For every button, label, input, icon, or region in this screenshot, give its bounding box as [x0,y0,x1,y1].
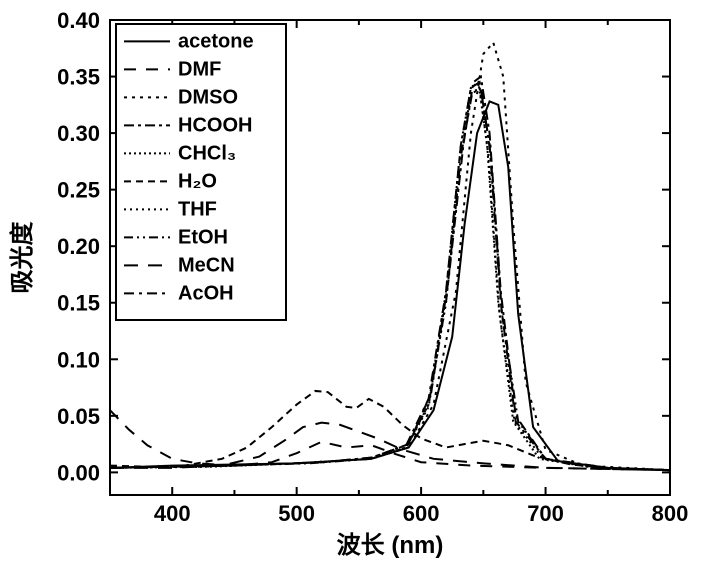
ytick-label: 0.20 [57,234,100,259]
series-H2O [110,391,670,470]
legend-label-MeCN: MeCN [178,254,235,276]
legend-label-DMSO: DMSO [178,86,238,108]
legend-label-H2O: H₂O [178,170,217,192]
ytick-label: 0.00 [57,460,100,485]
legend-label-CHCl3: CHCl₃ [178,142,236,164]
series-DMF [110,410,670,470]
chart-svg: 400 500 600 700 800 0.00 0.05 0.10 0.15 0.20 0.25 0… [0,0,701,571]
ytick-label: 0.10 [57,347,100,372]
legend-label-THF: THF [178,198,217,220]
xtick-label: 500 [278,501,315,526]
ytick-label: 0.40 [57,8,100,33]
ytick-label: 0.25 [57,178,100,203]
xtick-label: 600 [403,501,440,526]
legend-label-AcOH: AcOH [178,282,234,304]
legend-label-HCOOH: HCOOH [178,114,252,136]
xtick-label: 400 [154,501,191,526]
legend-label-DMF: DMF [178,58,221,80]
ytick-label: 0.30 [57,121,100,146]
legend-label-acetone: acetone [178,30,254,52]
ytick-label: 0.05 [57,404,100,429]
xtick-label: 800 [652,501,689,526]
y-axis-label: 吸光度 [8,221,36,294]
legend-label-EtOH: EtOH [178,226,228,248]
ytick-label: 0.35 [57,65,100,90]
xtick-label: 700 [527,501,564,526]
spectra-figure: 400 500 600 700 800 0.00 0.05 0.10 0.15 0.20 0.25 0… [0,0,701,571]
ytick-label: 0.15 [57,291,100,316]
x-axis-label: 波长 (nm) [337,532,444,559]
